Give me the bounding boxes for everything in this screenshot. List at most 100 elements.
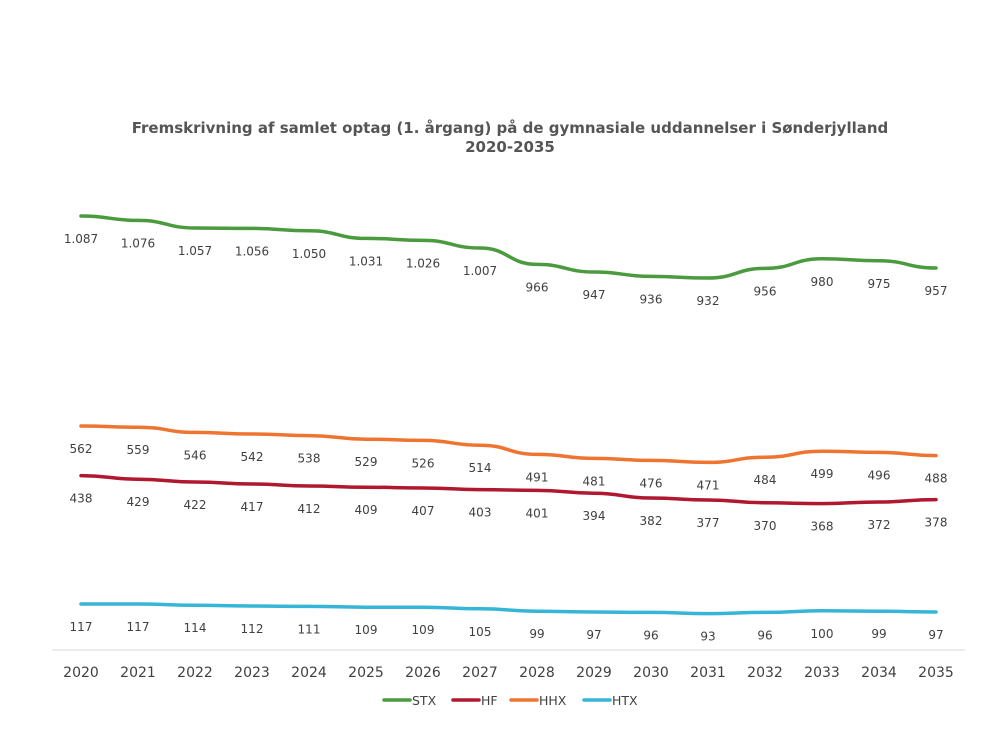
data-label-stx: 1.031 <box>349 254 383 268</box>
x-tick-label: 2026 <box>405 665 441 681</box>
data-label-hf: 438 <box>70 492 93 506</box>
x-tick-label: 2034 <box>861 665 897 681</box>
data-label-htx: 109 <box>412 623 435 637</box>
data-label-stx: 1.076 <box>121 236 155 250</box>
data-label-stx: 956 <box>754 284 777 298</box>
data-label-htx: 97 <box>928 628 943 642</box>
data-label-htx: 99 <box>529 627 544 641</box>
data-label-hf: 372 <box>868 518 891 532</box>
data-labels-layer: 1.087 1.076 1.057 1.056 1.050 1.031 1.026 1.007… <box>64 232 948 644</box>
data-label-hhx: 491 <box>526 470 549 484</box>
data-label-htx: 97 <box>586 628 601 642</box>
data-label-htx: 111 <box>298 622 321 636</box>
data-label-hhx: 529 <box>355 455 378 469</box>
series-line-htx <box>79 602 938 616</box>
data-label-stx: 957 <box>925 284 948 298</box>
data-label-htx: 112 <box>241 622 264 636</box>
legend-label: HHX <box>539 693 567 708</box>
x-tick-label: 2020 <box>63 665 99 681</box>
chart-title-line-1: Fremskrivning af samlet optag (1. årgang… <box>132 119 889 137</box>
data-label-hf: 401 <box>526 506 549 520</box>
data-label-hhx: 542 <box>241 450 264 464</box>
data-label-hf: 370 <box>754 519 777 533</box>
legend: STX HF HHX HTX <box>382 693 638 708</box>
x-tick-label: 2024 <box>291 665 327 681</box>
chart-title-line-2: 2020-2035 <box>465 138 555 156</box>
data-label-hhx: 538 <box>298 452 321 466</box>
data-label-stx: 947 <box>583 288 606 302</box>
data-label-htx: 105 <box>469 625 492 639</box>
data-label-hf: 382 <box>640 514 663 528</box>
data-label-stx: 936 <box>640 292 663 306</box>
legend-item-hhx: HHX <box>509 693 567 708</box>
data-label-hf: 417 <box>241 500 264 514</box>
data-label-hf: 377 <box>697 516 720 530</box>
x-tick-label: 2032 <box>747 665 783 681</box>
x-tick-label: 2030 <box>633 665 669 681</box>
data-label-hf: 429 <box>127 495 150 509</box>
legend-item-htx: HTX <box>582 693 638 708</box>
data-label-hhx: 488 <box>925 472 948 486</box>
x-tick-label: 2023 <box>234 665 270 681</box>
data-label-htx: 117 <box>127 620 150 634</box>
series-line-hf <box>79 473 938 506</box>
legend-label: STX <box>412 693 437 708</box>
data-label-hf: 409 <box>355 503 378 517</box>
data-label-hhx: 499 <box>811 467 834 481</box>
data-label-hf: 394 <box>583 509 606 523</box>
data-label-stx: 1.087 <box>64 232 98 246</box>
data-label-stx: 1.056 <box>235 244 269 258</box>
legend-label: HTX <box>612 693 638 708</box>
x-tick-label: 2035 <box>918 665 954 681</box>
data-label-stx: 1.026 <box>406 256 440 270</box>
series-line-hhx <box>79 424 938 465</box>
data-label-stx: 1.050 <box>292 247 326 261</box>
data-label-hhx: 546 <box>184 448 207 462</box>
legend-item-stx: STX <box>382 693 437 708</box>
data-label-htx: 109 <box>355 623 378 637</box>
data-label-hf: 422 <box>184 498 207 512</box>
legend-item-hf: HF <box>451 693 498 708</box>
data-label-htx: 96 <box>757 628 772 642</box>
x-tick-label: 2022 <box>177 665 213 681</box>
data-label-hf: 368 <box>811 520 834 534</box>
legend-label: HF <box>481 693 498 708</box>
x-tick-label: 2021 <box>120 665 156 681</box>
data-label-hhx: 514 <box>469 461 492 475</box>
data-label-htx: 117 <box>70 620 93 634</box>
data-label-htx: 93 <box>700 630 715 644</box>
data-label-hhx: 496 <box>868 468 891 482</box>
x-tick-label: 2028 <box>519 665 555 681</box>
data-label-hf: 378 <box>925 516 948 530</box>
data-label-htx: 96 <box>643 628 658 642</box>
data-label-hhx: 476 <box>640 476 663 490</box>
x-tick-label: 2025 <box>348 665 384 681</box>
data-label-hhx: 559 <box>127 443 150 457</box>
x-tick-label: 2031 <box>690 665 726 681</box>
data-label-hf: 407 <box>412 504 435 518</box>
data-label-hf: 412 <box>298 502 321 516</box>
data-label-hhx: 484 <box>754 473 777 487</box>
x-tick-label: 2027 <box>462 665 498 681</box>
data-label-htx: 100 <box>811 627 834 641</box>
data-label-hhx: 481 <box>583 474 606 488</box>
series-line-stx <box>79 214 938 280</box>
data-label-stx: 966 <box>526 280 549 294</box>
x-tick-label: 2033 <box>804 665 840 681</box>
x-axis-ticks: 2020 2021 2022 2023 2024 2025 2026 2027 2028 2029… <box>63 665 954 681</box>
data-label-stx: 980 <box>811 275 834 289</box>
data-label-htx: 114 <box>184 621 207 635</box>
x-tick-label: 2029 <box>576 665 612 681</box>
data-label-hhx: 471 <box>697 478 720 492</box>
data-label-stx: 1.007 <box>463 264 497 278</box>
data-label-hhx: 526 <box>412 456 435 470</box>
data-label-htx: 99 <box>871 627 886 641</box>
data-label-stx: 932 <box>697 294 720 308</box>
data-label-hhx: 562 <box>70 442 93 456</box>
data-label-hf: 403 <box>469 506 492 520</box>
series-layer <box>79 214 938 616</box>
data-label-stx: 1.057 <box>178 244 212 258</box>
data-label-stx: 975 <box>868 277 891 291</box>
